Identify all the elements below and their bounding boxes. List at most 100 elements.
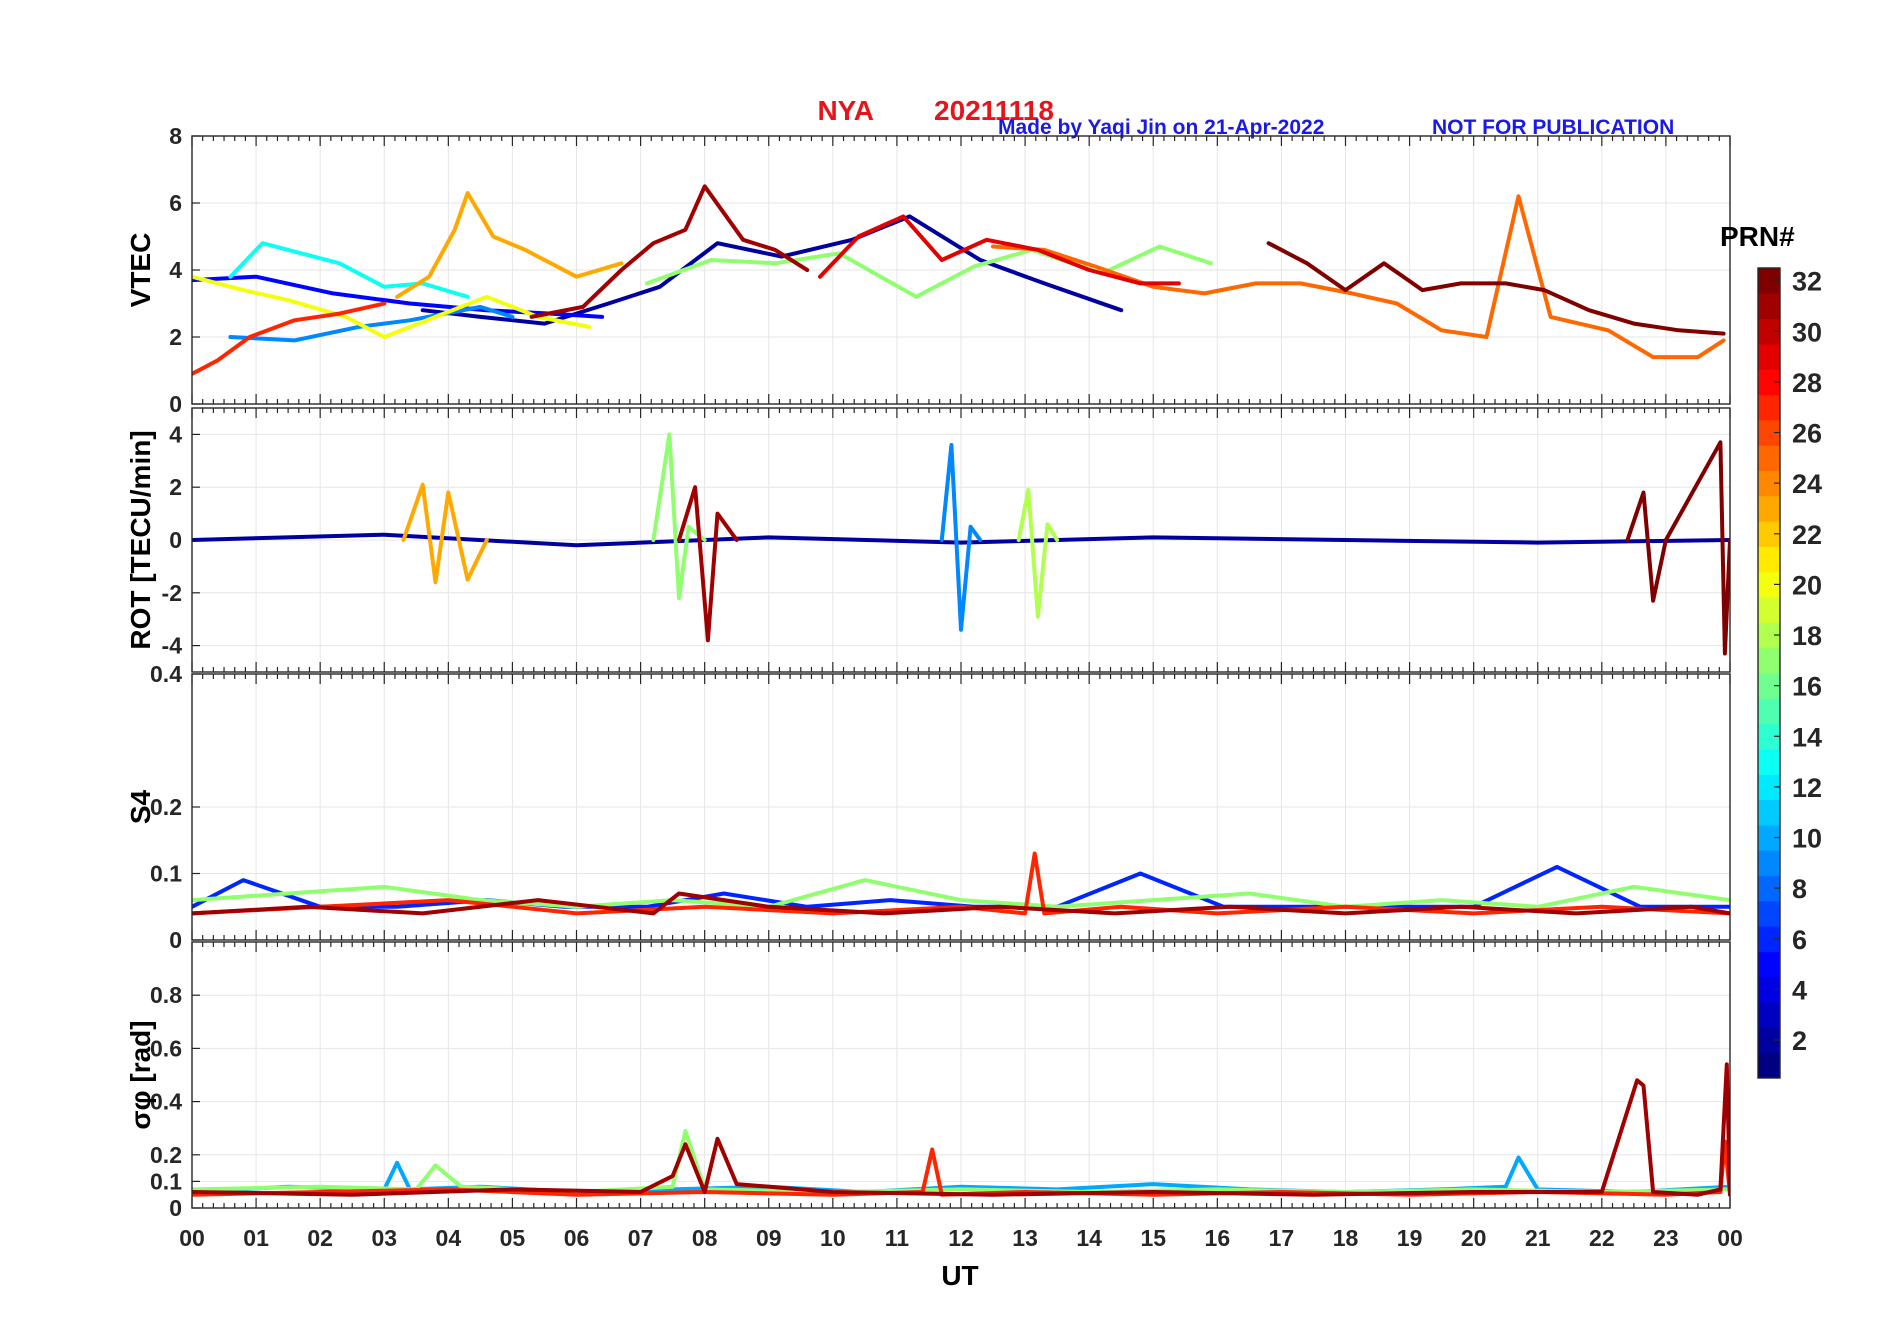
- x-tick-label: 10: [820, 1225, 846, 1251]
- date-title: 20211118: [934, 95, 1054, 126]
- colorbar-swatch: [1758, 445, 1780, 471]
- colorbar-swatch: [1758, 343, 1780, 370]
- colorbar-tick-label: 20: [1792, 570, 1822, 600]
- series-line-prn-31: [192, 891, 1730, 916]
- colorbar-tick-label: 18: [1792, 621, 1822, 651]
- series-group: [192, 184, 1726, 376]
- series-line-prn-31: [677, 485, 739, 643]
- colorbar-title: PRN#: [1720, 221, 1795, 252]
- x-tick-label: 09: [756, 1225, 782, 1251]
- y-axis-label: ROT [TECU/min]: [125, 430, 156, 649]
- series-line-prn-9: [228, 304, 515, 343]
- y-tick-label: 0.8: [150, 982, 182, 1008]
- y-tick-label: 0: [169, 391, 182, 417]
- series-line-prn-17: [651, 432, 707, 601]
- y-axis-label: σφ [rad]: [125, 1020, 156, 1129]
- colorbar-swatch: [1758, 748, 1780, 775]
- x-tick-label: 12: [948, 1225, 974, 1251]
- y-tick-label: -2: [162, 580, 182, 606]
- colorbar-swatch: [1758, 850, 1780, 876]
- x-tick-label: 21: [1525, 1225, 1551, 1251]
- colorbar-tick-label: 30: [1792, 317, 1822, 347]
- x-tick-label: 00: [1717, 1225, 1743, 1251]
- colorbar-swatch: [1758, 926, 1780, 952]
- series-line-prn-20: [192, 274, 592, 339]
- colorbar-tick-label: 24: [1792, 469, 1822, 499]
- x-tick-label: 17: [1269, 1225, 1295, 1251]
- x-tick-label: 15: [1140, 1225, 1166, 1251]
- x-tick-label: 23: [1653, 1225, 1679, 1251]
- x-tick-label: 22: [1589, 1225, 1615, 1251]
- x-tick-label: 06: [564, 1225, 590, 1251]
- colorbar-swatch: [1758, 546, 1780, 573]
- axes-frame: [191, 135, 1731, 405]
- colorbar-swatch: [1758, 268, 1780, 294]
- y-tick-label: 0: [169, 527, 182, 553]
- x-tick-label: 18: [1333, 1225, 1359, 1251]
- series-line-prn-18: [1016, 487, 1060, 619]
- colorbar-swatch: [1758, 673, 1780, 699]
- colorbar-tick-label: 26: [1792, 419, 1822, 449]
- colorbar-swatch: [1758, 875, 1780, 902]
- x-tick-label: 08: [692, 1225, 718, 1251]
- series-line-prn-27: [192, 301, 387, 376]
- axes-frame: [191, 407, 1731, 673]
- colorbar-tick-label: 4: [1792, 975, 1807, 1005]
- y-tick-label: 0.4: [150, 661, 182, 687]
- made-by-note: Made by Yaqi Jin on 21-Apr-2022: [998, 116, 1324, 139]
- series-group: [192, 1062, 1730, 1197]
- panel-s4: 0 0.1 0.2 0.4 S4: [125, 661, 1731, 953]
- colorbar-swatch: [1758, 723, 1780, 750]
- colorbar-swatch: [1758, 622, 1780, 649]
- colorbar-tick-label: 8: [1792, 874, 1807, 904]
- colorbar-swatch: [1758, 1052, 1780, 1079]
- y-tick-label: 8: [169, 123, 182, 149]
- x-tick-label: 19: [1397, 1225, 1423, 1251]
- x-tick-label: 14: [1076, 1225, 1102, 1251]
- y-tick-label: 2: [169, 474, 182, 500]
- series-line-prn-13: [228, 241, 470, 299]
- y-tick-label: 4: [169, 257, 182, 283]
- colorbar-swatch: [1758, 318, 1780, 345]
- y-tick-label: 2: [169, 324, 182, 350]
- colorbar-tick-label: 22: [1792, 520, 1822, 550]
- series-line-prn-29: [818, 214, 1181, 286]
- x-tick-label: 00: [179, 1225, 205, 1251]
- series-line-prn-32: [1625, 440, 1730, 656]
- colorbar-swatch: [1758, 774, 1780, 801]
- axes-frame: [191, 941, 1731, 1209]
- colorbar-swatch: [1758, 976, 1780, 1003]
- y-tick-label: 0.1: [150, 861, 182, 887]
- colorbar-swatch: [1758, 1002, 1780, 1028]
- y-tick-label: -4: [162, 633, 183, 659]
- colorbar-tick-label: 32: [1792, 267, 1822, 297]
- colorbar-swatch: [1758, 394, 1780, 421]
- colorbar-swatch: [1758, 470, 1780, 497]
- colorbar-swatch: [1758, 419, 1780, 446]
- y-axis-label: S4: [125, 789, 156, 824]
- series-line-prn-2: [192, 532, 1730, 548]
- x-tick-label: 16: [1205, 1225, 1231, 1251]
- x-tick-label: 11: [885, 1225, 910, 1251]
- y-axis-label: VTEC: [125, 233, 156, 308]
- publication-notice: NOT FOR PUBLICATION: [1432, 116, 1674, 139]
- colorbar-swatch: [1758, 900, 1780, 927]
- colorbar-tick-label: 2: [1792, 1026, 1807, 1056]
- y-tick-label: 0.6: [150, 1035, 182, 1061]
- colorbar-swatch: [1758, 495, 1780, 522]
- series-line-prn-17: [645, 244, 1213, 299]
- x-axis-label: UT: [941, 1260, 978, 1291]
- colorbar-swatch: [1758, 369, 1780, 396]
- y-tick-label: 0.2: [150, 1142, 182, 1168]
- colorbar-tick-label: 6: [1792, 925, 1807, 955]
- x-tick-label: 02: [307, 1225, 333, 1251]
- x-tick-label: 13: [1012, 1225, 1038, 1251]
- series-group: [192, 851, 1730, 916]
- series-line-prn-23: [401, 482, 489, 585]
- colorbar-swatch: [1758, 824, 1780, 851]
- panel-sigma_phi: 00.10.2 0.4 0.6 0.8 σφ [rad] 00 01 02 03 04 05 06 07…: [125, 941, 1743, 1251]
- y-tick-label: 0: [169, 927, 182, 953]
- series-line-prn-31: [529, 184, 810, 319]
